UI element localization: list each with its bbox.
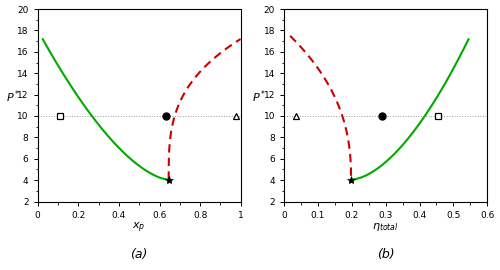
Text: (b): (b)	[377, 248, 394, 261]
X-axis label: $x_p$: $x_p$	[132, 221, 146, 235]
Y-axis label: $P^*$: $P^*$	[6, 89, 20, 105]
Text: (a): (a)	[130, 248, 148, 261]
X-axis label: $\eta_{total}$: $\eta_{total}$	[372, 221, 399, 233]
Y-axis label: $P^*$: $P^*$	[252, 89, 266, 105]
